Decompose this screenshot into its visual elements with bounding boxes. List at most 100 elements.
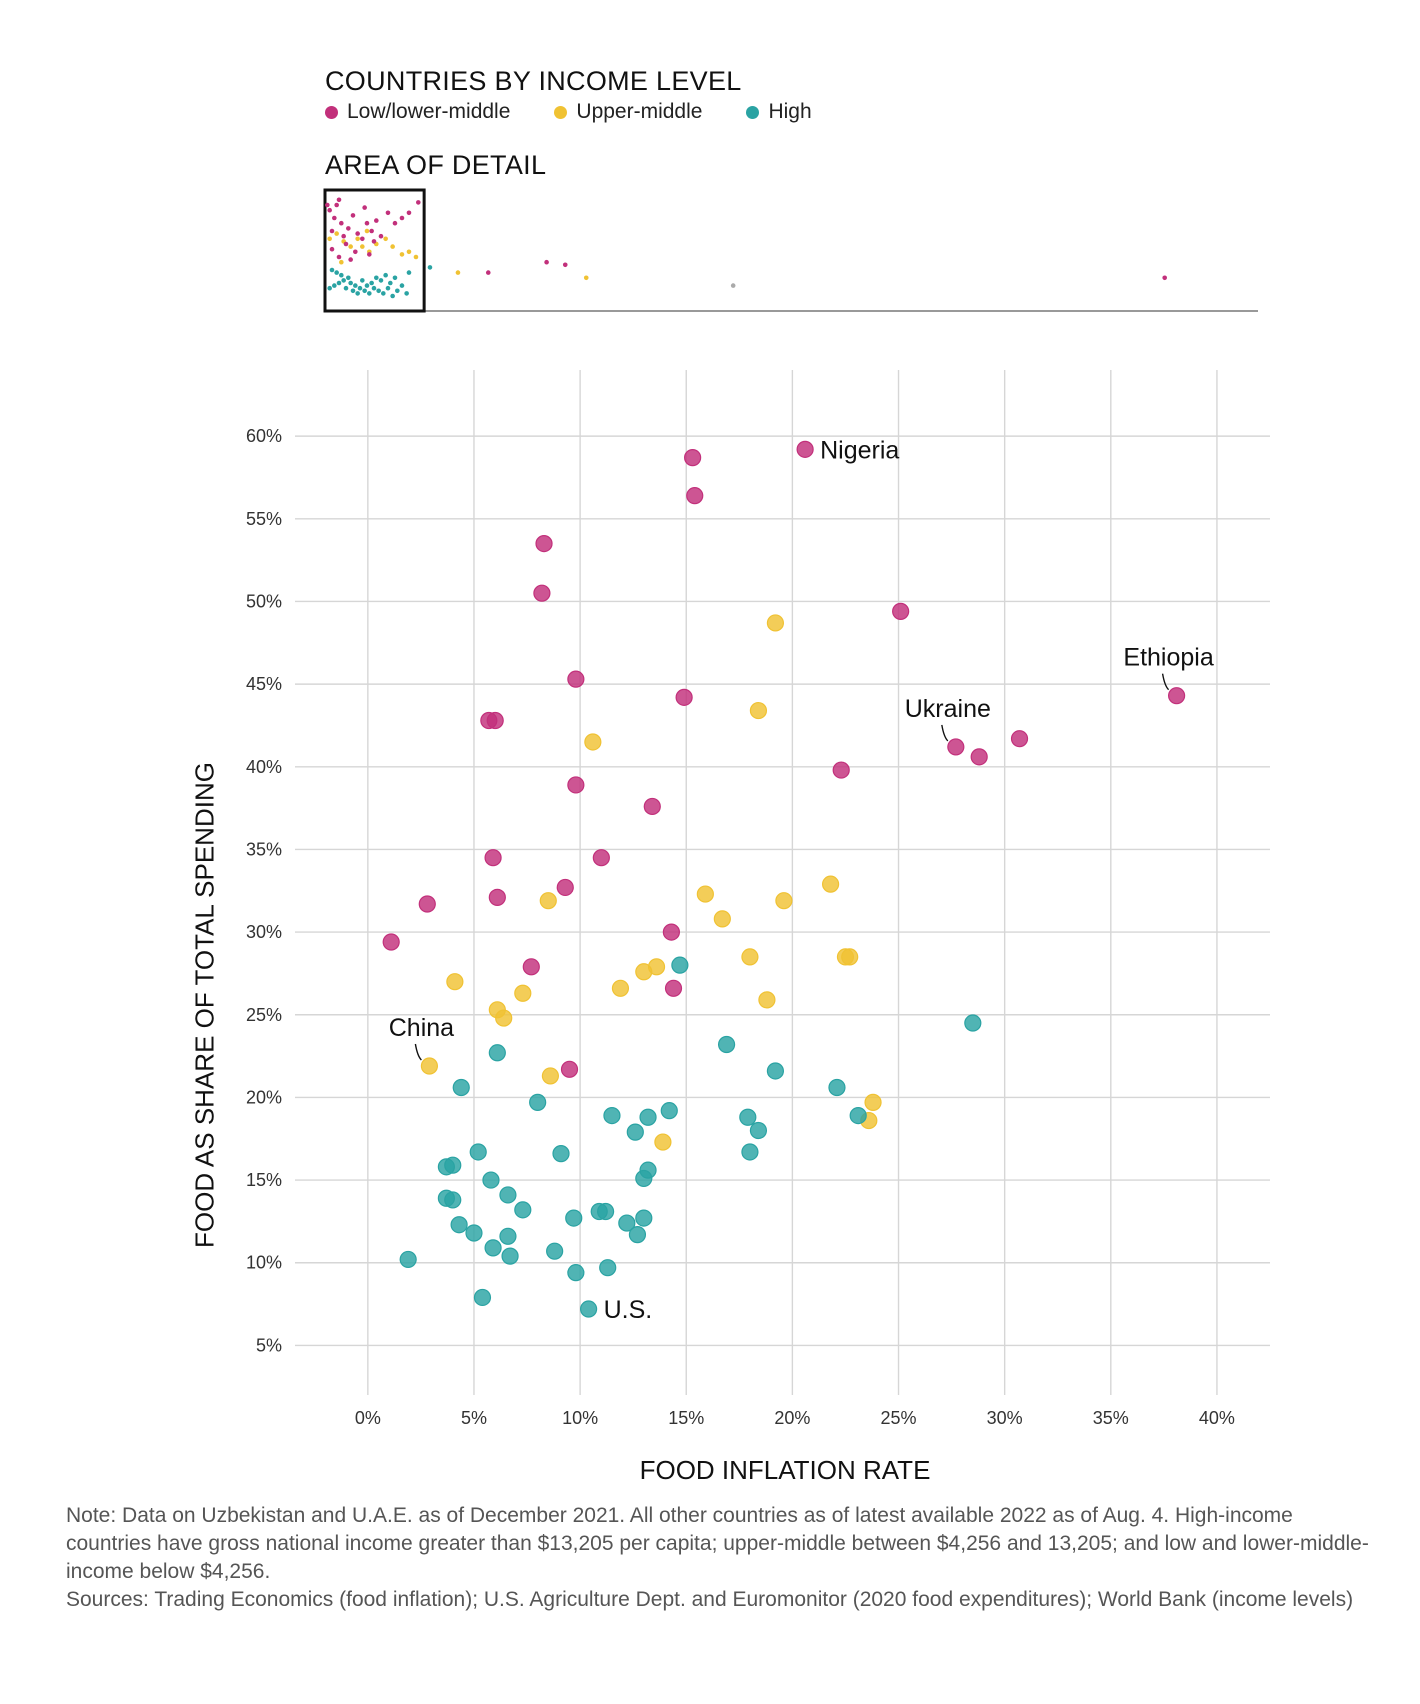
- point-high: [501, 1247, 519, 1265]
- point-low: [488, 888, 506, 906]
- overview-chart: [323, 188, 1258, 313]
- x-axis-label: FOOD INFLATION RATE: [639, 1455, 931, 1485]
- legend-dot-upper-middle: [554, 105, 568, 119]
- y-tick-label: 45%: [246, 674, 282, 694]
- point-high: [717, 1035, 736, 1054]
- overview-point-upper-middle: [413, 254, 419, 260]
- point-upper-middle: [635, 963, 653, 981]
- area-of-detail-title: AREA OF DETAIL: [325, 150, 547, 180]
- x-tick-label: 35%: [1093, 1408, 1129, 1428]
- overview-point-high: [404, 291, 409, 296]
- point-high: [488, 1044, 506, 1062]
- overview-point-low: [336, 197, 342, 203]
- point-high: [469, 1143, 487, 1161]
- point-upper-middle: [821, 875, 840, 893]
- y-tick-label: 60%: [246, 426, 282, 446]
- overview-point-high: [399, 283, 405, 288]
- overview-point-low: [360, 236, 365, 242]
- point-high: [499, 1186, 517, 1204]
- point-high: [849, 1107, 867, 1125]
- point-upper-middle: [539, 892, 557, 910]
- point-high: [639, 1108, 657, 1126]
- y-tick-label: 50%: [246, 591, 282, 611]
- overview-point-other: [730, 283, 736, 288]
- point-low: [662, 923, 680, 941]
- y-axis-label: FOOD AS SHARE OF TOTAL SPENDING: [189, 762, 220, 1248]
- legend-item-low: Low/lower-middle: [325, 100, 510, 124]
- overview-point-high: [371, 285, 377, 291]
- point-low: [1167, 687, 1186, 705]
- overview-point-low: [392, 220, 398, 226]
- point-high: [529, 1093, 547, 1111]
- point-high: [450, 1216, 468, 1234]
- overview-point-low: [341, 233, 346, 239]
- overview-point-low: [371, 239, 377, 244]
- point-low: [567, 670, 585, 688]
- overview-point-high: [392, 275, 398, 281]
- point-high: [596, 1202, 615, 1221]
- point-high: [499, 1227, 517, 1245]
- annotation-leader: [941, 724, 949, 742]
- overview-point-high: [367, 291, 372, 296]
- overview-point-high: [362, 288, 367, 294]
- point-low: [664, 979, 683, 997]
- point-upper-middle: [741, 948, 759, 966]
- y-tick-label: 55%: [246, 509, 282, 529]
- point-high: [465, 1224, 483, 1242]
- y-tick-label: 35%: [246, 839, 282, 859]
- legend-label-low: Low/lower-middle: [347, 100, 511, 123]
- point-high: [567, 1264, 585, 1282]
- overview-point-high: [364, 283, 370, 288]
- point-upper-middle: [864, 1093, 882, 1111]
- overview-point-high: [385, 285, 391, 291]
- point-low: [892, 602, 910, 620]
- point-low: [522, 958, 540, 976]
- overview-point-high: [376, 288, 381, 294]
- overview-point-low: [346, 226, 351, 231]
- annotation-nigeria: Nigeria: [820, 436, 899, 464]
- point-high: [552, 1145, 570, 1163]
- point-low: [556, 878, 574, 897]
- sources-text: Sources: Trading Economics (food inflati…: [66, 1588, 1354, 1611]
- point-high: [635, 1169, 653, 1188]
- x-tick-label: 25%: [881, 1408, 917, 1428]
- point-high: [473, 1288, 492, 1307]
- overview-point-high: [336, 280, 342, 286]
- point-high: [660, 1102, 678, 1120]
- overview-point-high: [378, 278, 384, 283]
- overview-point-high: [327, 285, 332, 291]
- point-high: [766, 1062, 785, 1080]
- legend-title: COUNTRIES BY INCOME LEVEL: [325, 66, 742, 96]
- point-high: [964, 1014, 982, 1032]
- overview-point-upper-middle: [390, 244, 395, 249]
- overview-point-low: [367, 252, 372, 257]
- legend: Low/lower-middle Upper-middle High: [325, 100, 812, 124]
- overview-point-high: [334, 270, 339, 275]
- point-upper-middle: [775, 892, 793, 910]
- overview-point-upper-middle: [583, 275, 589, 281]
- overview-point-low: [355, 231, 360, 236]
- point-high: [618, 1214, 636, 1232]
- point-upper-middle: [446, 973, 464, 991]
- overview-point-low: [343, 241, 349, 247]
- annotation-ukraine: Ukraine: [905, 695, 991, 723]
- y-tick-label: 30%: [246, 922, 282, 942]
- point-upper-middle: [420, 1057, 438, 1075]
- overview-point-high: [339, 272, 344, 278]
- overview-point-upper-middle: [406, 249, 412, 255]
- point-upper-middle: [514, 984, 532, 1002]
- point-upper-middle: [654, 1133, 672, 1151]
- point-high: [399, 1250, 417, 1269]
- point-high: [482, 1171, 500, 1189]
- x-tick-label: 10%: [562, 1408, 598, 1428]
- annotation-ethiopia: Ethiopia: [1123, 644, 1213, 672]
- point-upper-middle: [841, 948, 859, 966]
- point-low: [560, 1060, 579, 1078]
- overview-point-high: [329, 267, 335, 273]
- point-upper-middle: [696, 885, 714, 903]
- y-tick-label: 15%: [246, 1170, 282, 1190]
- overview-point-high: [388, 280, 393, 286]
- overview-point-high: [353, 283, 358, 288]
- overview-point-upper-middle: [334, 231, 339, 236]
- note-text: Note: Data on Uzbekistan and U.A.E. as o…: [66, 1504, 1369, 1583]
